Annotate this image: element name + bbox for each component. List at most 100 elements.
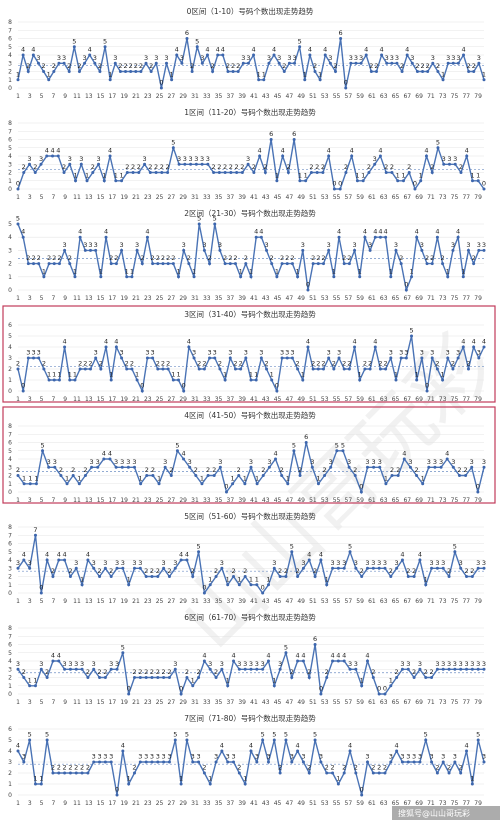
data-label-7-31: 3 (197, 753, 201, 761)
data-point-0-23 (134, 70, 138, 73)
data-point-0-68 (364, 53, 368, 57)
data-point-2-6 (47, 262, 51, 266)
data-point-6-1 (22, 676, 26, 679)
data-label-5-70: 1 (424, 575, 428, 583)
data-point-2-69 (373, 235, 377, 239)
data-label-6-56: 4 (342, 652, 346, 660)
data-label-0-18: 1 (108, 70, 112, 78)
data-point-7-65 (395, 749, 399, 753)
data-label-5-62: 3 (377, 559, 381, 567)
x-tick-4-15: 31 (191, 497, 199, 504)
x-tick-5-17: 35 (215, 598, 223, 605)
data-point-1-53 (321, 171, 325, 174)
x-tick-4-11: 23 (144, 497, 152, 504)
data-label-5-13: 3 (92, 559, 96, 567)
data-point-3-0 (16, 367, 20, 371)
data-point-6-44 (272, 684, 276, 688)
data-point-0-20 (118, 70, 122, 73)
x-tick-1-10: 21 (132, 194, 140, 201)
data-point-3-81 (435, 367, 439, 371)
data-point-7-34 (214, 760, 218, 764)
data-point-6-35 (220, 667, 224, 671)
data-point-3-22 (130, 367, 134, 371)
data-point-0-27 (154, 61, 158, 65)
data-point-7-73 (441, 760, 445, 764)
data-label-3-83: 3 (446, 349, 450, 357)
data-label-1-68: 2 (407, 163, 411, 171)
data-label-6-50: 2 (307, 668, 311, 676)
data-label-0-85: 3 (451, 54, 455, 62)
x-tick-4-16: 33 (203, 497, 211, 504)
data-label-5-21: 3 (138, 559, 142, 567)
data-label-2-25: 4 (145, 228, 149, 236)
data-label-2-89: 3 (477, 241, 481, 249)
data-point-4-43 (280, 474, 284, 477)
data-point-2-40 (223, 262, 227, 266)
data-label-0-7: 2 (52, 62, 56, 70)
data-label-2-5: 1 (42, 267, 46, 275)
x-tick-5-8: 17 (109, 598, 117, 605)
data-label-7-27: 5 (173, 731, 177, 739)
data-point-2-70 (378, 235, 382, 239)
data-label-4-9: 2 (71, 466, 75, 474)
y-tick-7-6: 6 (8, 726, 12, 733)
data-point-5-46 (284, 575, 288, 578)
data-label-0-40: 4 (221, 46, 225, 54)
data-point-7-40 (249, 749, 253, 753)
data-point-7-35 (220, 749, 224, 753)
data-label-4-43: 2 (280, 466, 284, 474)
data-point-0-54 (293, 61, 297, 65)
data-label-7-33: 1 (208, 775, 212, 783)
x-tick-1-9: 19 (120, 194, 128, 201)
data-point-2-21 (125, 275, 129, 279)
data-point-0-7 (52, 70, 56, 73)
data-label-5-48: 2 (296, 567, 300, 575)
x-tick-3-28: 57 (345, 396, 353, 403)
data-point-6-5 (45, 676, 49, 679)
data-point-4-51 (329, 465, 333, 469)
data-label-7-37: 3 (231, 753, 235, 761)
data-point-0-47 (257, 78, 261, 82)
data-point-6-79 (476, 667, 480, 671)
data-label-6-48: 4 (296, 652, 300, 660)
data-label-6-60: 4 (365, 652, 369, 660)
data-label-7-55: 1 (336, 775, 340, 783)
data-point-5-44 (272, 566, 276, 570)
data-point-2-3 (32, 262, 36, 266)
data-point-6-49 (301, 659, 305, 663)
x-tick-6-33: 67 (403, 699, 411, 706)
x-tick-4-34: 69 (415, 497, 423, 504)
data-label-4-18: 3 (126, 458, 130, 466)
data-label-6-0: 3 (16, 660, 20, 668)
data-label-0-45: 3 (246, 54, 250, 62)
data-point-6-39 (243, 667, 247, 671)
data-label-0-68: 4 (364, 46, 368, 54)
x-tick-0-20: 41 (250, 93, 258, 100)
x-tick-0-8: 17 (109, 93, 117, 100)
data-label-6-49: 4 (301, 652, 305, 660)
data-label-3-46: 1 (254, 371, 258, 379)
data-label-7-25: 3 (162, 753, 166, 761)
data-label-5-69: 4 (418, 551, 422, 559)
data-point-6-47 (290, 676, 294, 679)
data-point-2-15 (94, 248, 98, 252)
data-point-5-12 (86, 558, 90, 562)
data-label-4-69: 3 (439, 458, 443, 466)
data-point-6-53 (325, 676, 329, 679)
data-point-1-62 (373, 162, 377, 166)
data-label-1-71: 4 (424, 147, 428, 155)
data-point-1-50 (304, 179, 308, 183)
data-point-2-63 (342, 262, 346, 266)
y-tick-4-3: 3 (8, 464, 12, 471)
x-tick-7-35: 71 (427, 800, 435, 807)
y-tick-5-0: 0 (8, 590, 12, 597)
data-label-3-40: 1 (223, 371, 227, 379)
x-tick-5-28: 57 (345, 598, 353, 605)
data-point-2-51 (280, 262, 284, 266)
data-point-0-13 (83, 61, 87, 65)
data-point-0-19 (113, 61, 117, 65)
data-point-0-90 (477, 61, 481, 65)
data-point-7-31 (197, 760, 201, 764)
data-point-0-65 (349, 61, 353, 65)
data-point-6-8 (63, 667, 67, 671)
